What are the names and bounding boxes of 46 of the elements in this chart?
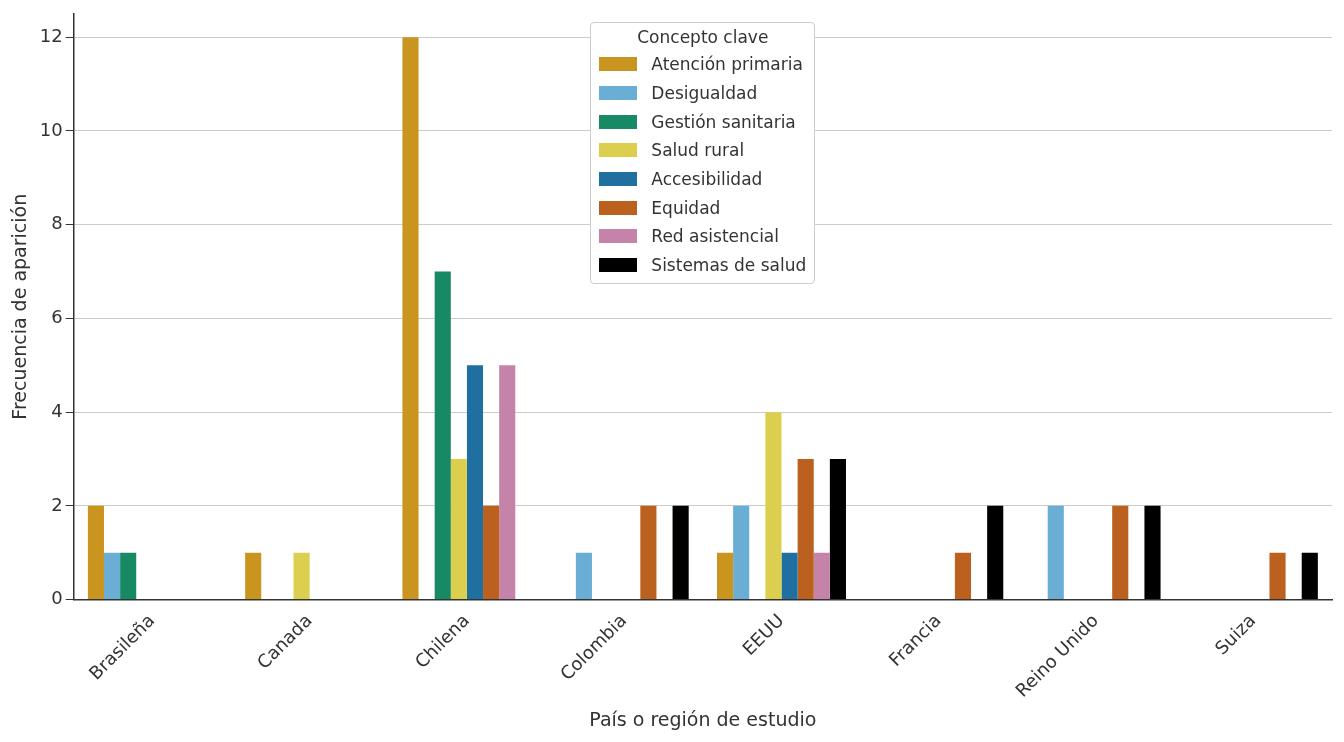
y-tick-label: 4	[51, 399, 63, 421]
bar	[103, 552, 121, 600]
bar	[402, 37, 419, 600]
y-tick-label: 8	[51, 212, 63, 234]
legend-label: Equidad	[651, 197, 721, 218]
bar	[813, 552, 830, 600]
bar	[765, 412, 782, 600]
bar	[1144, 505, 1161, 600]
legend-label: Gestión sanitaria	[651, 111, 796, 132]
bar	[1047, 505, 1064, 600]
legend-label: Atención primaria	[651, 54, 803, 75]
bar	[1269, 552, 1286, 600]
bar	[1112, 505, 1129, 600]
bar	[987, 505, 1004, 600]
legend-label: Sistemas de salud	[651, 254, 807, 275]
bar	[954, 552, 972, 600]
legend-label: Accesibilidad	[651, 168, 763, 189]
legend-label: Desigualdad	[651, 82, 758, 103]
legend-label: Red asistencial	[651, 226, 780, 247]
bar	[640, 505, 657, 600]
bar	[733, 505, 750, 600]
bar	[797, 459, 814, 600]
bar	[245, 552, 262, 600]
bar	[672, 505, 689, 600]
bar	[483, 505, 500, 600]
bar	[293, 552, 310, 600]
bar	[717, 552, 734, 600]
bar	[499, 365, 516, 600]
y-tick-label: 10	[39, 118, 63, 140]
bar	[434, 271, 451, 600]
bar	[87, 505, 104, 600]
bar	[781, 552, 798, 600]
bar	[829, 459, 846, 600]
bar	[450, 459, 467, 600]
x-axis-title: País o región de estudio	[589, 707, 817, 730]
y-tick-label: 0	[51, 587, 63, 609]
legend-title: Concepto clave	[636, 26, 770, 47]
y-tick-label: 2	[51, 493, 63, 515]
bar	[466, 365, 484, 600]
bar	[120, 552, 137, 600]
bar	[575, 552, 592, 600]
y-tick-label: 6	[51, 306, 63, 328]
legend-label: Salud rural	[651, 140, 745, 161]
y-tick-label: 12	[39, 24, 63, 46]
y-axis-title: Frecuencia de aparición	[8, 193, 31, 420]
bar	[1301, 552, 1318, 600]
